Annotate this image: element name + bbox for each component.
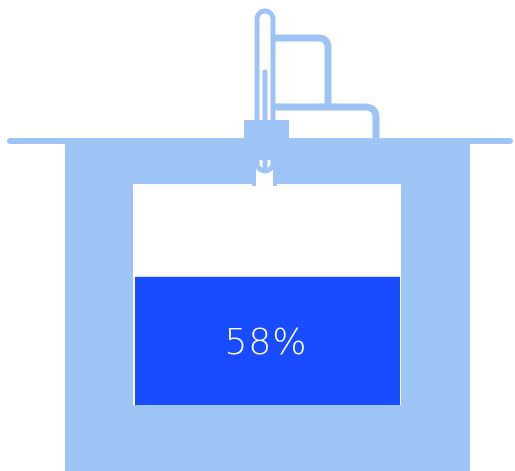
lower-bent-pipe <box>270 103 380 144</box>
upper-bent-pipe <box>270 34 332 108</box>
fill-percentage-label: 58% <box>224 322 307 363</box>
vent-pipe-outer <box>254 8 276 174</box>
fluid-level-fill <box>135 276 400 405</box>
